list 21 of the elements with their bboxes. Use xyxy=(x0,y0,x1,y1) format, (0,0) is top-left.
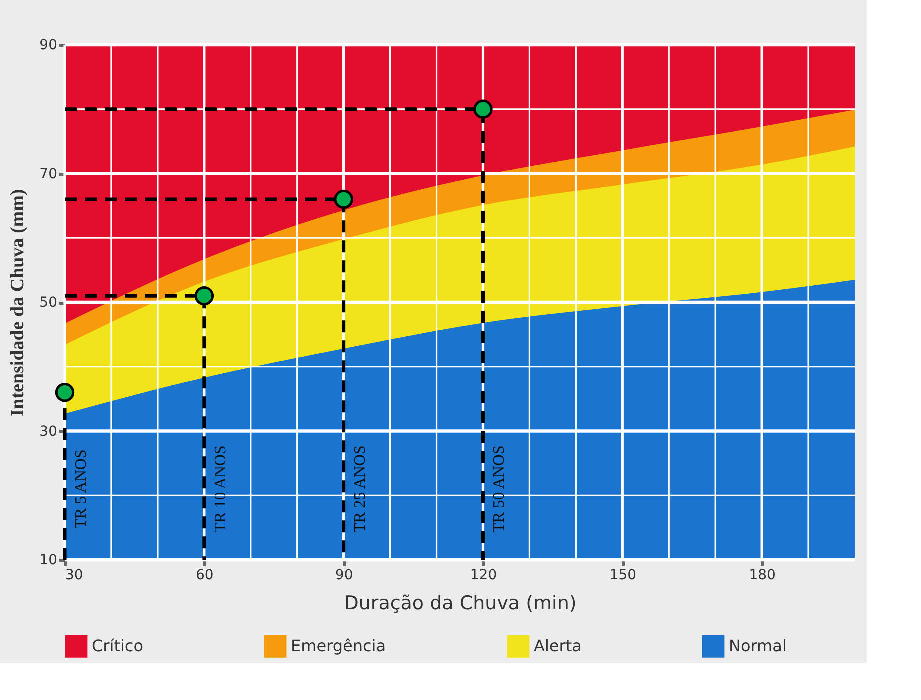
legend-label: Emergência xyxy=(291,636,386,656)
legend-label: Normal xyxy=(729,636,787,656)
x-tick-label: 180 xyxy=(749,568,776,584)
y-axis-title: Intensidade da Chuva (mm) xyxy=(8,189,29,417)
x-tick-label: 150 xyxy=(610,568,637,584)
x-tick-label: 120 xyxy=(470,568,498,584)
y-tick-label: 30 xyxy=(40,424,58,440)
annotation: TR 5 ANOS xyxy=(73,450,90,529)
legend-label: Alerta xyxy=(534,636,582,656)
x-tick-label: 30 xyxy=(66,568,84,584)
annotation: TR 50 ANOS xyxy=(491,446,508,533)
x-tick-label: 90 xyxy=(335,568,354,584)
y-tick-label: 50 xyxy=(40,295,58,311)
annotation: TR 10 ANOS xyxy=(212,446,230,533)
y-tick-label: 10 xyxy=(40,552,58,568)
y-tick-label: 70 xyxy=(40,166,58,182)
y-tick-label: 90 xyxy=(40,38,58,54)
legend-label: Crítico xyxy=(92,636,144,656)
x-axis-title: Duração da Chuva (min) xyxy=(344,592,577,614)
annotation: TR 25 ANOS xyxy=(352,446,369,533)
x-tick-label: 60 xyxy=(196,568,214,584)
